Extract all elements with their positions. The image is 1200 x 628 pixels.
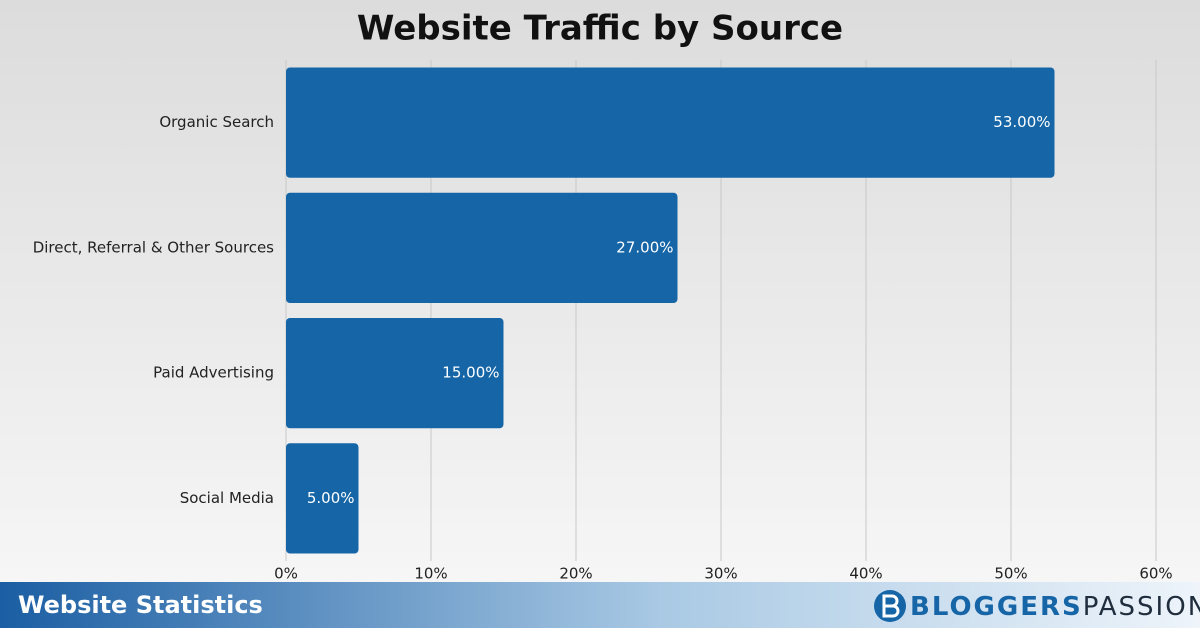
y-tick-label: Direct, Referral & Other Sources [33,238,274,256]
bar [286,318,504,429]
y-tick-label: Social Media [180,489,274,507]
value-label: 15.00% [442,364,499,382]
brand: BLOGGERSPASSION [910,592,1200,622]
value-label: 53.00% [993,113,1050,131]
value-label: 5.00% [307,489,355,507]
x-tick-label: 30% [704,565,737,583]
bar [286,443,359,554]
y-tick-label: Organic Search [159,113,274,131]
footer [0,582,1200,628]
brand-light: PASSION [1083,592,1200,622]
bar [286,67,1055,178]
x-tick-label: 20% [559,565,592,583]
chart-title: Website Traffic by Source [357,9,843,49]
footer-title: Website Statistics [18,591,263,619]
brand-bold: BLOGGERS [910,592,1083,622]
y-tick-label: Paid Advertising [153,364,274,382]
x-tick-label: 60% [1139,565,1172,583]
x-tick-label: 10% [414,565,447,583]
value-label: 27.00% [616,238,673,256]
logo-glyph [882,594,900,618]
plot: 0% 10% 20% 30% 40% 50% 60% Organic Search 53.00%… [33,60,1173,583]
x-tick-label: 40% [849,565,882,583]
x-tick-label: 0% [274,565,298,583]
x-tick-label: 50% [994,565,1027,583]
bar [286,192,678,303]
